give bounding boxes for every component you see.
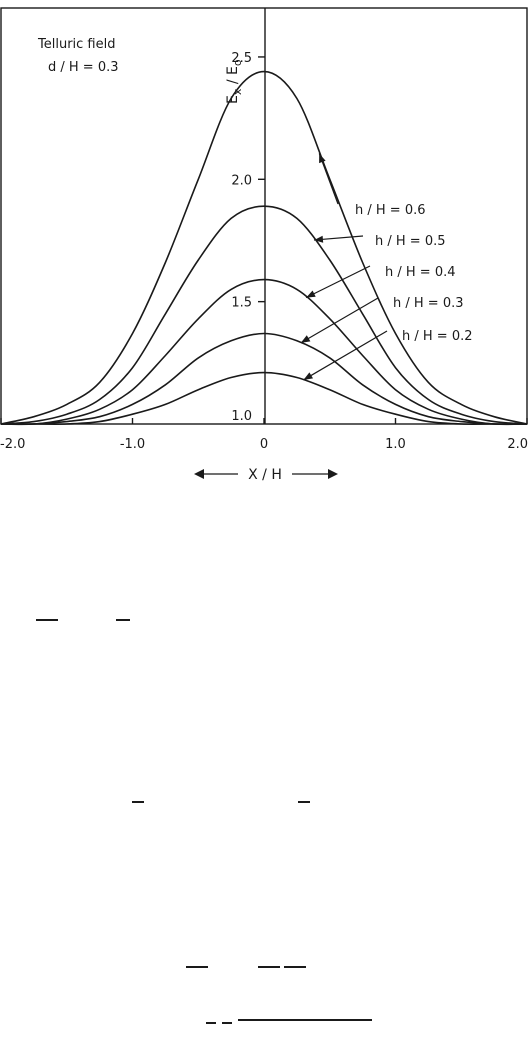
y-tick-label: 1.0 [231,409,252,424]
equation-fraction-bar [258,966,280,968]
x-tick-label: -2.0 [0,437,25,452]
equation-fraction-bar [222,1022,232,1024]
legend-arrow-icon [319,153,326,164]
legend-leaders-group: h / H = 0.6 h / H = 0.5 h / H = 0.4 h / H =… [300,153,473,381]
x-tick-label: 0 [260,437,268,452]
equation-fraction-bar [238,1019,372,1021]
equation-fraction-bar [298,801,310,803]
legend-arrow-icon [306,290,316,298]
legend-label: h / H = 0.2 [402,329,473,344]
equation-fraction-bar [206,1022,216,1024]
legend-arrow-icon [300,335,311,343]
x-axis-right-arrow-icon [328,469,338,479]
equation-fraction-bar [132,801,144,803]
series-line-2 [0,278,528,426]
x-tick-label: -1.0 [120,437,145,452]
legend-leader-line [300,297,379,344]
x-tick-label: 2.0 [507,437,528,452]
legend-label: h / H = 0.3 [393,296,464,311]
legend-leader-line [303,330,388,381]
legend-leader-line [305,265,371,299]
equation-fraction-bar [116,619,130,621]
svg-text:Ex / Eo: Ex / Eo [225,59,244,104]
equation-fraction-bar [284,966,306,968]
chart-title-line-2: d / H = 0.3 [48,60,119,75]
y-tick-label: 2.5 [231,51,252,66]
x-tick-label: 1.0 [385,437,406,452]
series-line-1 [0,205,528,425]
y-tick-label: 2.0 [231,173,252,188]
y-axis-label-sub-0: o [231,59,244,66]
curves-group [0,70,528,426]
legend-arrow-icon [303,372,313,380]
y-axis-label-main: E [225,95,241,104]
x-axis-left-arrow-icon [194,469,204,479]
legend-label: h / H = 0.6 [355,203,426,218]
x-ticks-group: -2.0 -1.0 0 1.0 2.0 [0,418,528,452]
series-line-3 [0,332,528,425]
legend-label: h / H = 0.5 [375,234,446,249]
y-tick-label: 1.5 [231,296,252,311]
legend-label: h / H = 0.4 [385,265,456,280]
chart: 1.0 1.5 2.0 2.5 -2.0 -1.0 0 1.0 2.0 h / H = 0.6… [0,7,528,483]
series-line-0 [0,70,528,425]
y-axis-label: Ex / Eo [225,59,244,104]
chart-title-line-1: Telluric field [37,37,115,52]
y-axis-label-sub-x: x [231,88,244,95]
equation-fraction-bar [186,966,208,968]
legend-arrow-icon [314,235,324,243]
y-ticks-group: 1.0 1.5 2.0 2.5 [231,51,265,424]
x-axis-label: X / H [248,467,282,483]
series-line-4 [1,371,527,425]
equation-fraction-bar [36,619,58,621]
